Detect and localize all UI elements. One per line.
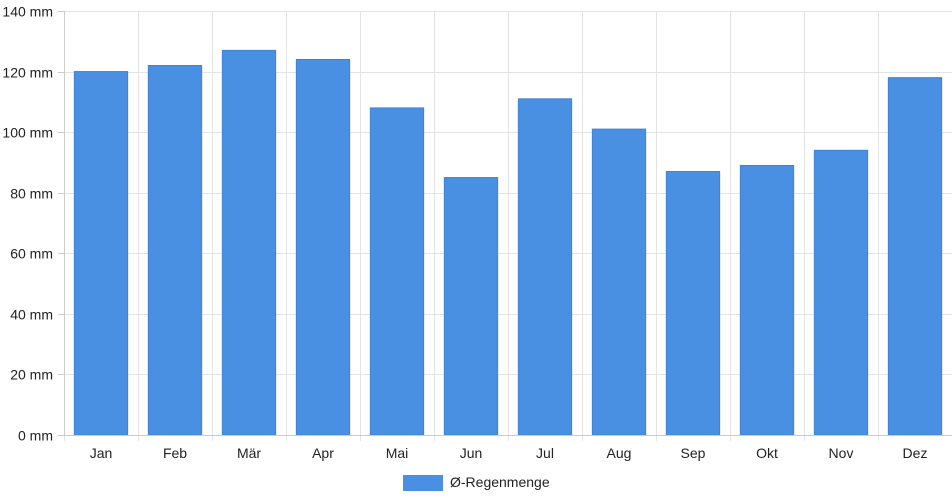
y-tick-label: 80 mm bbox=[10, 186, 53, 202]
x-tick-label: Dez bbox=[903, 445, 928, 461]
x-tick-label: Jul bbox=[536, 445, 554, 461]
legend-label[interactable]: Ø-Regenmenge bbox=[450, 474, 550, 490]
x-tick-label: Mär bbox=[237, 445, 261, 461]
y-tick-label: 120 mm bbox=[2, 65, 53, 81]
bar-Jun[interactable] bbox=[443, 177, 499, 436]
bar-Mai[interactable] bbox=[369, 107, 425, 436]
bar-Okt[interactable] bbox=[739, 164, 795, 436]
y-tick-label: 20 mm bbox=[10, 367, 53, 383]
bar-Aug[interactable] bbox=[591, 128, 647, 436]
x-tick-label: Feb bbox=[163, 445, 187, 461]
y-tick-label: 40 mm bbox=[10, 307, 53, 323]
x-tick-label: Jun bbox=[460, 445, 483, 461]
bars bbox=[73, 49, 943, 436]
bar-Jul[interactable] bbox=[517, 98, 573, 436]
y-tick-label: 140 mm bbox=[2, 4, 53, 20]
y-tick-label: 0 mm bbox=[18, 428, 53, 444]
grid-lines bbox=[64, 11, 952, 441]
x-tick-label: Nov bbox=[829, 445, 854, 461]
bar-Mär[interactable] bbox=[221, 49, 277, 436]
x-tick-label: Apr bbox=[312, 445, 334, 461]
x-tick-label: Mai bbox=[386, 445, 409, 461]
y-tick-label: 100 mm bbox=[2, 125, 53, 141]
x-tick-label: Sep bbox=[681, 445, 706, 461]
bar-Nov[interactable] bbox=[813, 149, 869, 436]
axes bbox=[58, 11, 952, 436]
x-tick-label: Okt bbox=[756, 445, 778, 461]
bar-Feb[interactable] bbox=[147, 65, 203, 436]
legend[interactable]: Ø-Regenmenge bbox=[403, 474, 550, 491]
x-tick-labels: Jan Feb Mär Apr Mai Jun Jul Aug Sep Okt Nov Dez bbox=[90, 445, 928, 461]
bar-Apr[interactable] bbox=[295, 58, 351, 436]
y-tick-label: 60 mm bbox=[10, 246, 53, 262]
x-tick-label: Jan bbox=[90, 445, 113, 461]
y-tick-labels: 0 mm 20 mm 40 mm 60 mm 80 mm 100 mm 120 mm 140 … bbox=[2, 4, 53, 444]
bar-Dez[interactable] bbox=[887, 77, 943, 436]
bar-Sep[interactable] bbox=[665, 171, 721, 436]
x-tick-label: Aug bbox=[607, 445, 632, 461]
legend-swatch[interactable] bbox=[403, 475, 443, 491]
bar-Jan[interactable] bbox=[73, 71, 129, 436]
